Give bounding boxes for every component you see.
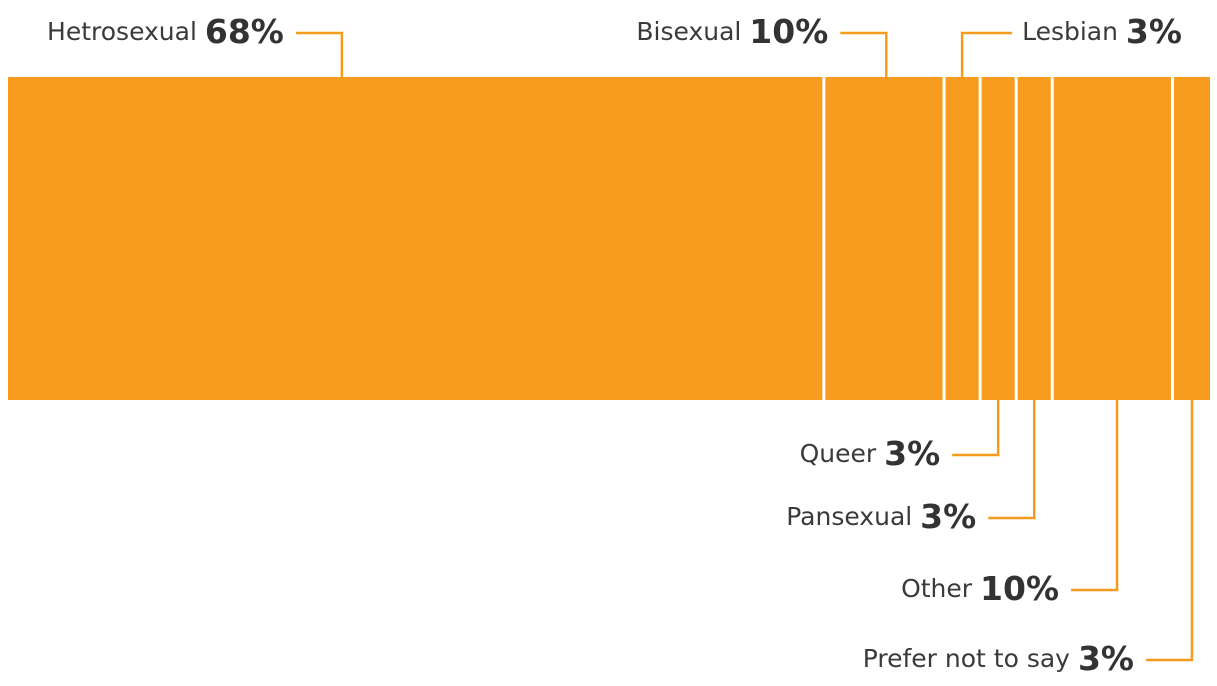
category-name: Lesbian: [1022, 17, 1118, 46]
value-label: 68%: [205, 12, 284, 51]
segment-label: Hetrosexual 68%: [47, 12, 284, 51]
leader-line: [840, 31, 888, 77]
bar-segment: [1173, 77, 1210, 400]
value-label: 10%: [749, 12, 828, 51]
bar-segment: [1053, 77, 1171, 400]
category-name: Hetrosexual: [47, 17, 197, 46]
leader-line: [988, 400, 1036, 520]
bar-segment: [981, 77, 1015, 400]
segment-label: Queer 3%: [800, 434, 941, 473]
leader-line: [1145, 400, 1194, 662]
category-name: Queer: [800, 439, 877, 468]
bar-segment: [8, 77, 823, 400]
value-label: 3%: [1078, 639, 1134, 678]
category-name: Bisexual: [636, 17, 741, 46]
value-label: 10%: [980, 569, 1059, 608]
segment-label: Lesbian 3%: [1022, 12, 1182, 51]
category-name: Other: [901, 574, 973, 603]
leader-line: [960, 31, 1013, 77]
bar-segment: [825, 77, 943, 400]
value-label: 3%: [1126, 12, 1182, 51]
value-label: 3%: [884, 434, 940, 473]
leader-line: [952, 400, 1000, 457]
segment-label: Prefer not to say 3%: [863, 639, 1134, 678]
segment-label: Pansexual 3%: [786, 497, 976, 536]
category-name: Pansexual: [786, 502, 912, 531]
segment-label: Bisexual 10%: [636, 12, 828, 51]
segment-label: Other 10%: [901, 569, 1059, 608]
category-name: Prefer not to say: [863, 644, 1070, 673]
leader-line: [1071, 400, 1119, 592]
bar-segment: [1017, 77, 1051, 400]
value-label: 3%: [920, 497, 976, 536]
leader-line: [295, 31, 344, 77]
bar-segment: [945, 77, 979, 400]
